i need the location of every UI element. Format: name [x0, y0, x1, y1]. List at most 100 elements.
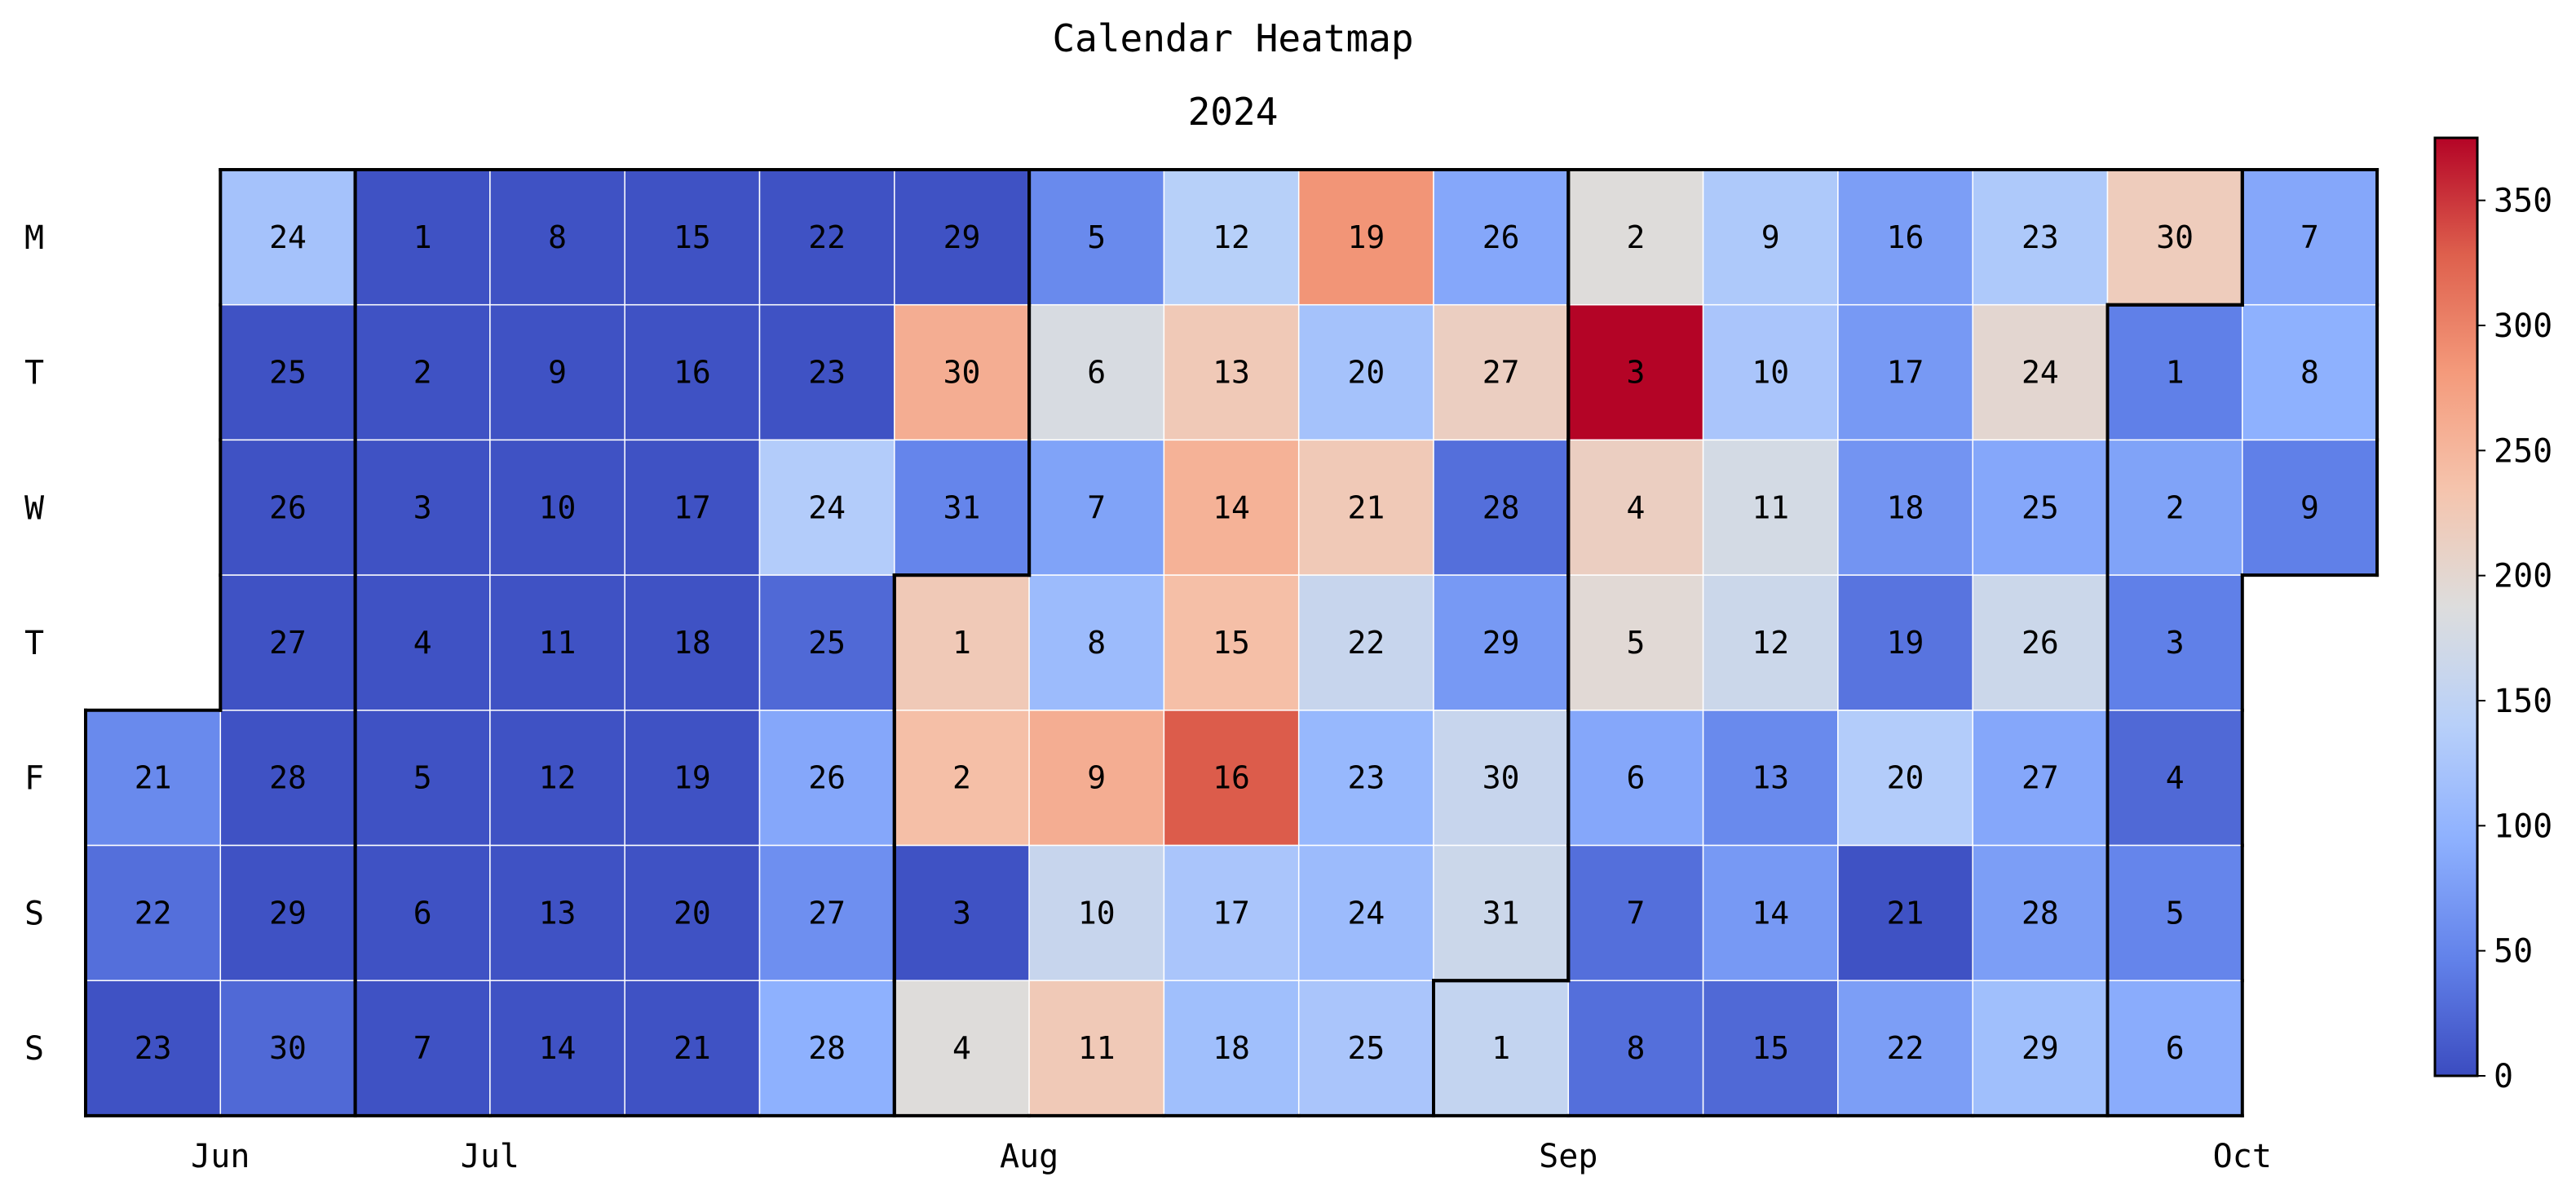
colorbar-tick-label: 100	[2494, 807, 2552, 845]
cell-label: 4	[413, 625, 432, 661]
cell-label: 12	[1752, 625, 1789, 661]
heatmap-cell	[2106, 574, 2243, 711]
cell-label: 8	[548, 219, 567, 255]
cell-label: 16	[674, 355, 711, 391]
heatmap-cell	[1972, 710, 2109, 847]
heatmap-cell	[1028, 574, 1165, 711]
cell-label: 9	[1761, 219, 1780, 255]
cell-label: 29	[943, 219, 981, 255]
cell-label: 1	[413, 219, 432, 255]
cell-label: 10	[539, 489, 577, 525]
month-labels: Jun Jul Aug Sep Oct	[191, 1138, 2272, 1175]
heatmap-cell	[1972, 303, 2109, 441]
heatmap-cell	[1028, 844, 1165, 981]
cell-label: 29	[269, 895, 307, 931]
cell-label: 1	[1491, 1030, 1510, 1066]
heatmap-cell	[1972, 574, 2109, 711]
cell-label: 3	[1627, 355, 1646, 391]
cell-label: 12	[539, 760, 577, 796]
cell-label: 5	[1087, 219, 1106, 255]
heatmap-cell	[1297, 980, 1434, 1117]
cell-label: 5	[413, 760, 432, 796]
heatmap-cell	[1163, 439, 1300, 576]
cell-label: 24	[808, 489, 846, 525]
heatmap-cell	[1433, 303, 1570, 441]
heatmap-cell	[1972, 439, 2109, 576]
heatmap-cell	[1567, 303, 1704, 441]
cell-label: 28	[1482, 489, 1520, 525]
heatmap-cell	[1297, 303, 1434, 441]
cell-label: 2	[952, 760, 971, 796]
cell-label: 13	[539, 895, 577, 931]
colorbar-tick-label: 250	[2494, 432, 2552, 470]
heatmap-cell	[624, 574, 761, 711]
heatmap-cell	[1567, 710, 1704, 847]
chart-title: Calendar Heatmap	[1052, 16, 1413, 60]
heatmap-cell	[1163, 710, 1300, 847]
cell-label: 28	[2021, 895, 2059, 931]
cell-label: 23	[2021, 219, 2059, 255]
cell-label: 14	[1752, 895, 1789, 931]
heatmap-cell	[1972, 844, 2109, 981]
heatmap-cell	[85, 980, 222, 1117]
cell-label: 10	[1752, 355, 1789, 391]
weekday-label: S	[24, 1030, 44, 1068]
heatmap-cell	[758, 710, 895, 847]
heatmap-cell	[624, 710, 761, 847]
heatmap-cell	[1972, 169, 2109, 306]
cell-label: 25	[1347, 1030, 1385, 1066]
heatmap-cell	[624, 980, 761, 1117]
cell-label: 6	[2166, 1030, 2185, 1066]
cell-label: 31	[943, 489, 981, 525]
heatmap-cell	[894, 303, 1030, 441]
heatmap-cell	[1702, 303, 1839, 441]
cell-label: 28	[808, 1030, 846, 1066]
month-borders	[84, 168, 2379, 1117]
cell-label: 10	[1078, 895, 1116, 931]
heatmap-cell	[894, 980, 1030, 1117]
weekday-label: T	[24, 625, 44, 662]
heatmap-cell	[219, 303, 356, 441]
cell-label: 1	[2166, 355, 2185, 391]
heatmap-cell	[1567, 574, 1704, 711]
colorbar-tick-label: 0	[2494, 1058, 2513, 1095]
cell-label: 30	[2156, 219, 2194, 255]
colorbar-tick-label: 150	[2494, 683, 2552, 720]
heatmap-cell	[758, 574, 895, 711]
heatmap-cell	[1028, 439, 1165, 576]
cell-label: 16	[1213, 760, 1250, 796]
heatmap-cell	[1702, 439, 1839, 576]
heatmap-cell	[1567, 439, 1704, 576]
cell-label: 18	[674, 625, 711, 661]
heatmap-cell	[1028, 710, 1165, 847]
cell-label: 25	[269, 355, 307, 391]
heatmap-cell	[624, 169, 761, 306]
cell-label: 22	[1347, 625, 1385, 661]
cell-label: 7	[413, 1030, 432, 1066]
cell-label: 6	[1087, 355, 1106, 391]
heatmap-cell	[1837, 980, 1973, 1117]
cell-label: 3	[2166, 625, 2185, 661]
colorbar: 0 50 100 150 200 250 300 350	[2433, 136, 2552, 1095]
cell-label: 31	[1482, 895, 1520, 931]
heatmap-cell	[1433, 980, 1570, 1117]
cell-label: 24	[1347, 895, 1385, 931]
heatmap-cell	[1433, 844, 1570, 981]
cell-label: 12	[1213, 219, 1250, 255]
cell-label: 3	[413, 489, 432, 525]
heatmap-cell	[1163, 169, 1300, 306]
heatmap-cell	[1837, 710, 1973, 847]
cell-label: 22	[135, 895, 172, 931]
month-label: Oct	[2213, 1138, 2272, 1175]
cell-label: 18	[1887, 489, 1924, 525]
heatmap-cell	[489, 169, 625, 306]
heatmap-cell	[85, 844, 222, 981]
weekday-label: F	[24, 760, 44, 798]
cell-label: 1	[952, 625, 971, 661]
heatmap-cell	[894, 710, 1030, 847]
cell-label: 26	[1482, 219, 1520, 255]
cell-label: 20	[1347, 355, 1385, 391]
cell-label: 30	[1482, 760, 1520, 796]
heatmap-cell	[354, 303, 491, 441]
colorbar-tick-label: 200	[2494, 558, 2552, 595]
